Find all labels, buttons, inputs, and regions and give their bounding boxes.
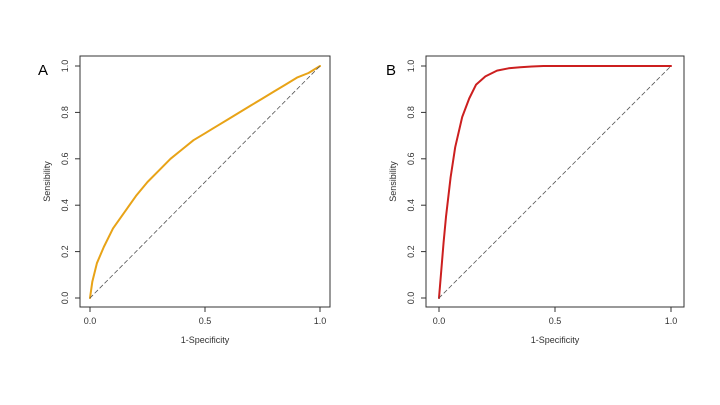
panel-a-x-tick-label: 0.0 <box>84 316 97 326</box>
panel-a-letter: A <box>38 62 48 79</box>
panel-b-y-tick-label: 0.6 <box>406 153 416 166</box>
panel-b-y-tick-label: 1.0 <box>406 60 416 73</box>
panel-b-x-tick-label: 0.0 <box>433 316 446 326</box>
panel-a-y-tick-label: 0.0 <box>60 292 70 305</box>
panel-b-y-tick-label: 0.2 <box>406 245 416 258</box>
panel-b-y-tick-label: 0.4 <box>406 199 416 212</box>
panel-b-y-axis-label: Sensibility <box>388 161 398 202</box>
panel-a-y-axis-label: Sensibility <box>42 161 52 202</box>
panel-a-reference-diagonal <box>89 65 321 299</box>
panel-b-y-tick-label: 0.0 <box>406 292 416 305</box>
panel-b-x-axis-label: 1-Specificity <box>531 335 580 345</box>
panel-b-reference-diagonal <box>438 65 672 299</box>
panel-b-letter: B <box>386 62 396 79</box>
panel-b-x-tick-label: 0.5 <box>549 316 562 326</box>
panel-a-x-tick-label: 1.0 <box>314 316 327 326</box>
panel-a-y-tick-label: 0.4 <box>60 199 70 212</box>
panel-a-x-axis-label: 1-Specificity <box>181 335 230 345</box>
panel-b-y-tick-label: 0.8 <box>406 106 416 119</box>
panel-a-y-tick-label: 0.2 <box>60 245 70 258</box>
panel-a-x-tick-label: 0.5 <box>199 316 212 326</box>
panel-b-x-tick-label: 1.0 <box>665 316 678 326</box>
panel-a-y-tick-label: 0.6 <box>60 153 70 166</box>
panel-a-roc-curve <box>89 65 321 299</box>
panel-b-roc-curve <box>438 65 672 299</box>
panel-a-y-tick-label: 0.8 <box>60 106 70 119</box>
panel-a-y-tick-label: 1.0 <box>60 60 70 73</box>
